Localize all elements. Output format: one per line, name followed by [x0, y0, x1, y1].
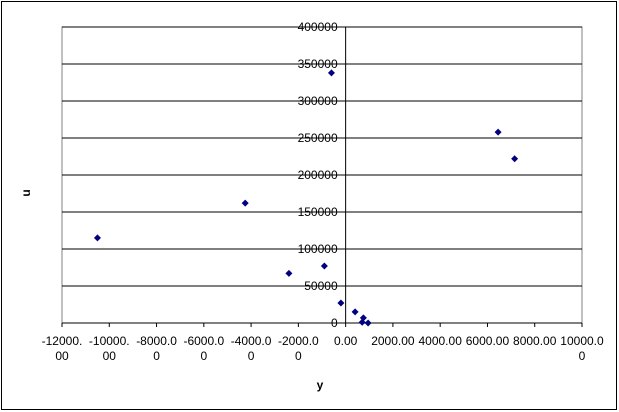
x-tick-label: 0.00	[334, 334, 358, 348]
point	[511, 155, 519, 163]
point	[337, 299, 345, 307]
point	[351, 308, 359, 316]
x-tick-label: 6000.00	[466, 334, 510, 348]
x-tick-label: -10000. 00	[89, 334, 130, 363]
y-tick-label: 100000	[298, 242, 338, 256]
x-tick-label: -6000.0 0	[183, 334, 224, 363]
x-tick-label: 10000.0 0	[560, 334, 604, 363]
x-tick-label: 2000.00	[371, 334, 415, 348]
x-tick-label: -12000. 00	[42, 334, 83, 363]
y-tick-label: 300000	[298, 94, 338, 108]
point	[327, 69, 335, 77]
y-axis-title: u	[19, 189, 33, 196]
x-tick-label: 4000.00	[418, 334, 462, 348]
point	[320, 262, 328, 270]
point	[241, 199, 249, 207]
point	[494, 128, 502, 136]
x-axis-title: y	[317, 378, 324, 392]
y-tick-label: 200000	[298, 168, 338, 182]
y-tick-label: 250000	[298, 131, 338, 145]
y-tick-label: 350000	[298, 57, 338, 71]
y-tick-label: 150000	[298, 205, 338, 219]
point	[364, 319, 372, 327]
point	[93, 234, 101, 242]
x-tick-label: -2000.0 0	[278, 334, 319, 363]
x-tick-label: -4000.0 0	[231, 334, 272, 363]
point	[358, 318, 366, 326]
y-tick-label: 50000	[304, 279, 338, 293]
point	[285, 269, 293, 277]
y-tick-label: 400000	[298, 20, 338, 34]
x-tick-label: 8000.00	[513, 334, 557, 348]
x-tick-label: -8000.0 0	[136, 334, 177, 363]
